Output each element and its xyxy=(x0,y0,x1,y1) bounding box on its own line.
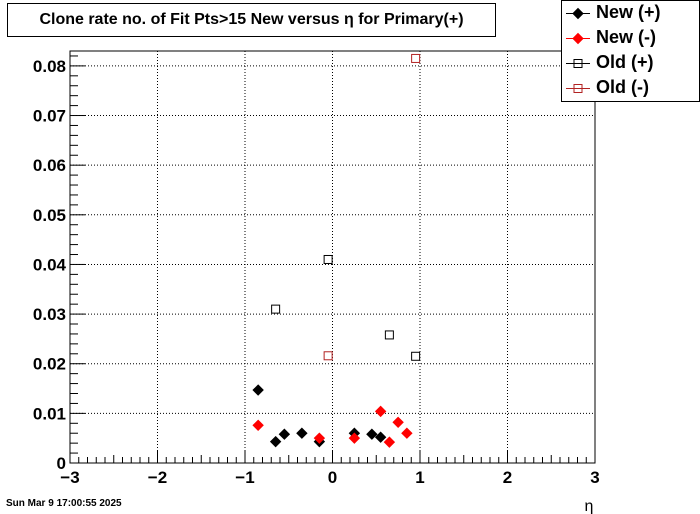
point-new xyxy=(313,432,326,444)
x-tick-label: 0 xyxy=(328,468,337,487)
point-new xyxy=(392,416,404,429)
timestamp: Sun Mar 9 17:00:55 2025 xyxy=(6,498,122,509)
x-tick-label: 1 xyxy=(415,468,424,487)
legend-marker-old xyxy=(566,59,590,68)
point-old xyxy=(323,254,333,264)
legend-label: Old (+) xyxy=(596,52,654,72)
chart-title-box: Clone rate no. of Fit Pts>15 New versus … xyxy=(7,3,496,37)
chart-title: Clone rate no. of Fit Pts>15 New versus … xyxy=(39,11,464,28)
point-new xyxy=(374,431,387,443)
x-tick-label: −1 xyxy=(235,468,254,487)
grid-lines xyxy=(70,51,595,463)
legend-entry-new: New (+) xyxy=(562,1,700,26)
y-tick-label: 0.06 xyxy=(33,156,66,175)
point-old xyxy=(411,351,421,361)
legend-label: New (-) xyxy=(596,27,656,47)
y-tick-label: 0.08 xyxy=(33,57,66,76)
legend: New (+) New (-) Old (+) Old (-) xyxy=(561,0,700,102)
legend-marker-new xyxy=(566,32,590,45)
point-new xyxy=(366,428,378,440)
point-new xyxy=(252,384,264,396)
point-new xyxy=(374,405,387,418)
legend-entry-new: New (-) xyxy=(562,26,700,51)
y-tick-label: 0.04 xyxy=(33,255,67,274)
y-tick-labels: 0 0.01 0.02 0.03 0.04 0.05 0.06 0.07 0.08 xyxy=(33,57,67,473)
point-new xyxy=(296,427,308,439)
y-tick-label: 0.05 xyxy=(33,206,66,225)
legend-marker-old xyxy=(566,84,590,93)
legend-entry-old: Old (+) xyxy=(562,51,700,76)
point-old xyxy=(384,330,394,340)
legend-entry-old: Old (-) xyxy=(562,76,700,101)
legend-symbol xyxy=(573,84,583,93)
legend-label: Old (-) xyxy=(596,77,649,97)
y-tick-label: 0.07 xyxy=(33,107,66,126)
y-tick-label: 0 xyxy=(57,454,66,473)
point-new xyxy=(348,432,361,444)
x-tick-label: −3 xyxy=(60,468,79,487)
point-new xyxy=(269,435,282,448)
legend-symbol xyxy=(572,7,584,20)
y-tick-label: 0.02 xyxy=(33,355,66,374)
point-new xyxy=(278,428,291,440)
x-tick-label: −2 xyxy=(148,468,167,487)
point-new xyxy=(401,427,413,439)
y-tick-label: 0.01 xyxy=(33,404,66,423)
point-old xyxy=(271,304,281,314)
legend-label: New (+) xyxy=(596,2,661,22)
x-tick-labels: −3 −2 −1 0 1 2 3 xyxy=(60,468,599,487)
point-new xyxy=(383,436,396,448)
legend-marker-new xyxy=(566,7,590,20)
y-tick-label: 0.03 xyxy=(33,305,66,324)
x-tick-label: 3 xyxy=(590,468,599,487)
x-tick-label: 2 xyxy=(503,468,512,487)
point-old xyxy=(323,351,333,361)
point-new xyxy=(252,419,264,431)
legend-symbol xyxy=(572,32,584,45)
axis-ticks xyxy=(69,55,596,464)
legend-symbol xyxy=(573,59,583,68)
x-axis-title: η xyxy=(585,498,594,514)
data-points xyxy=(252,53,421,448)
point-old xyxy=(411,53,421,63)
